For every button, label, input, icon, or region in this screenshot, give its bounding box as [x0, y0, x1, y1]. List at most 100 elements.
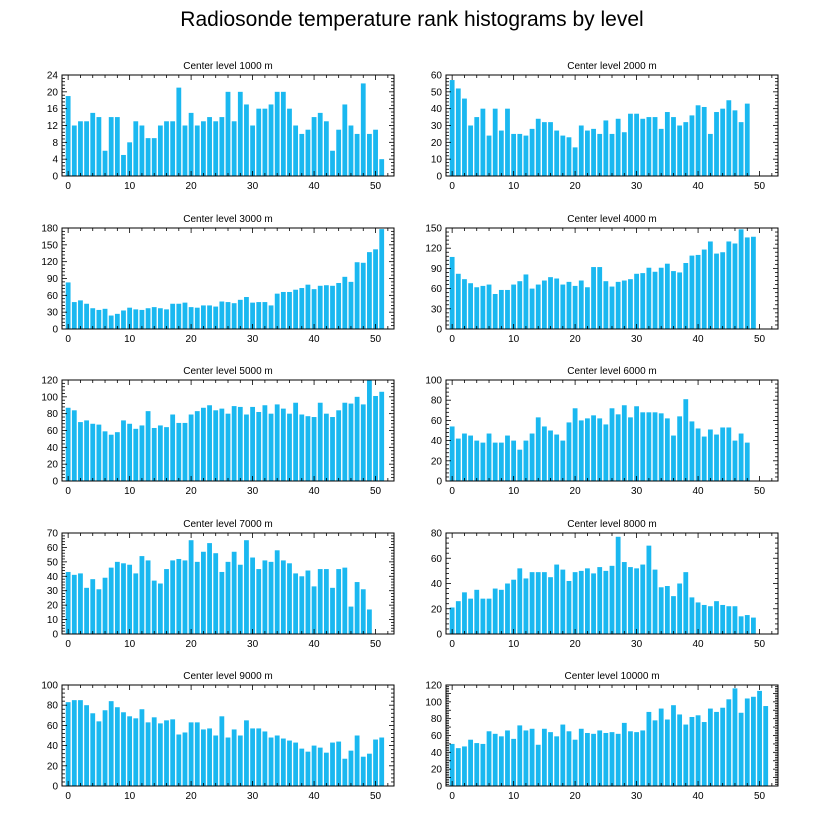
bar — [164, 309, 169, 329]
bar — [652, 720, 658, 786]
bar — [652, 569, 658, 634]
bar — [585, 130, 590, 176]
bar — [71, 410, 77, 481]
y-tick-label: 10 — [431, 155, 443, 166]
panel-title: Center level 4000 m — [567, 214, 657, 225]
bar — [689, 115, 695, 176]
x-tick-label: 40 — [693, 181, 705, 192]
bar — [738, 712, 744, 786]
y-tick-label: 60 — [431, 284, 443, 295]
bar — [360, 404, 366, 481]
bar — [323, 569, 329, 634]
bar — [90, 423, 96, 481]
x-tick-label: 50 — [370, 181, 382, 192]
x-tick-label: 30 — [631, 639, 643, 650]
bar — [354, 582, 360, 634]
bar — [726, 606, 732, 634]
bar — [237, 91, 243, 176]
bar — [139, 709, 145, 786]
bar — [640, 564, 646, 634]
bar — [373, 395, 378, 481]
bar — [683, 122, 689, 176]
bar — [732, 440, 738, 481]
bar — [262, 302, 268, 329]
bar — [763, 706, 769, 786]
bar — [317, 402, 323, 481]
bar — [182, 422, 188, 481]
y-tick-label: 100 — [425, 376, 442, 387]
bar — [658, 708, 664, 786]
bar — [367, 133, 372, 176]
bar — [219, 571, 225, 634]
bar — [317, 747, 323, 786]
y-tick-label: 0 — [52, 325, 58, 336]
bar — [603, 120, 609, 176]
bar — [548, 277, 553, 329]
bar — [330, 742, 335, 786]
bar — [225, 561, 231, 634]
bar — [201, 407, 206, 481]
x-tick-label: 30 — [631, 791, 643, 802]
bar — [517, 449, 523, 481]
bar — [170, 719, 176, 786]
bar — [219, 301, 225, 329]
bar — [262, 731, 268, 786]
x-tick-label: 20 — [570, 639, 582, 650]
bar — [597, 567, 603, 634]
bar — [317, 112, 323, 177]
bar — [348, 281, 354, 329]
bar — [102, 150, 108, 176]
y-tick-label: 30 — [47, 586, 59, 597]
panel-title: Center level 9000 m — [183, 671, 273, 682]
y-tick-label: 40 — [431, 579, 443, 590]
bar — [517, 133, 523, 176]
bar — [640, 730, 646, 786]
bar — [164, 569, 169, 634]
bar — [529, 128, 535, 176]
y-tick-label: 0 — [52, 630, 58, 641]
bar — [182, 125, 188, 176]
bar — [560, 569, 566, 634]
bar — [701, 249, 707, 329]
bar — [182, 560, 188, 634]
bar — [732, 606, 738, 634]
bar — [646, 267, 652, 329]
y-tick-label: 90 — [47, 274, 59, 285]
bar — [462, 433, 467, 481]
bar — [628, 731, 633, 786]
bar — [108, 117, 114, 176]
x-tick-label: 30 — [247, 791, 259, 802]
bar — [486, 135, 492, 176]
bar — [689, 255, 695, 329]
bar — [707, 606, 713, 634]
bar — [96, 117, 102, 176]
bar — [145, 308, 151, 329]
y-tick-label: 80 — [431, 714, 443, 725]
bar — [311, 117, 317, 176]
bar — [330, 150, 335, 176]
bar — [145, 560, 151, 634]
bar — [90, 713, 96, 786]
bar — [373, 249, 378, 329]
bar — [462, 279, 467, 329]
bar — [480, 442, 486, 481]
bar — [449, 607, 455, 634]
bar — [492, 588, 498, 634]
y-tick-label: 0 — [436, 325, 442, 336]
bar — [714, 434, 719, 481]
bar — [628, 279, 633, 329]
x-tick-label: 50 — [370, 486, 382, 497]
bar — [498, 289, 504, 329]
bar — [96, 309, 102, 329]
x-tick-label: 30 — [247, 181, 259, 192]
bar — [145, 411, 151, 481]
y-tick-label: 150 — [41, 240, 58, 251]
bar — [188, 722, 194, 786]
bar — [65, 282, 71, 329]
x-tick-label: 50 — [754, 791, 766, 802]
bar — [84, 121, 89, 176]
bar — [603, 570, 609, 635]
bar — [330, 285, 335, 329]
bar — [621, 405, 627, 481]
bar — [65, 702, 71, 786]
